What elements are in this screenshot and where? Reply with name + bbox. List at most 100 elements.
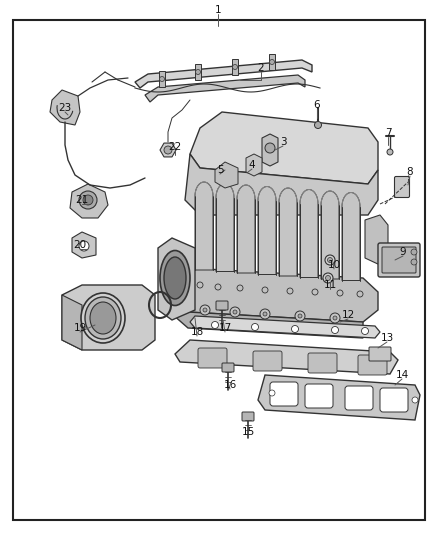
Circle shape bbox=[215, 284, 221, 290]
Text: 4: 4 bbox=[249, 160, 255, 170]
Text: 17: 17 bbox=[219, 323, 232, 333]
Circle shape bbox=[79, 241, 89, 251]
Text: 15: 15 bbox=[241, 427, 254, 437]
Circle shape bbox=[200, 305, 210, 315]
Text: 9: 9 bbox=[400, 247, 406, 257]
FancyBboxPatch shape bbox=[358, 355, 387, 375]
Bar bbox=[159, 71, 165, 87]
Circle shape bbox=[265, 143, 275, 153]
FancyBboxPatch shape bbox=[378, 243, 420, 277]
Circle shape bbox=[269, 390, 275, 396]
Circle shape bbox=[387, 149, 393, 155]
Circle shape bbox=[230, 307, 240, 317]
Polygon shape bbox=[145, 75, 305, 102]
Circle shape bbox=[287, 288, 293, 294]
FancyBboxPatch shape bbox=[242, 412, 254, 421]
FancyBboxPatch shape bbox=[305, 384, 333, 408]
Text: 14: 14 bbox=[396, 370, 409, 380]
Text: 10: 10 bbox=[328, 260, 341, 270]
Text: 21: 21 bbox=[75, 195, 88, 205]
Polygon shape bbox=[237, 185, 255, 273]
Circle shape bbox=[332, 327, 339, 334]
Bar bbox=[232, 59, 238, 75]
Polygon shape bbox=[190, 112, 378, 184]
Text: 6: 6 bbox=[314, 100, 320, 110]
Text: 1: 1 bbox=[215, 5, 221, 15]
Circle shape bbox=[333, 316, 337, 320]
Text: 7: 7 bbox=[385, 128, 391, 138]
Text: 18: 18 bbox=[191, 327, 204, 337]
Circle shape bbox=[411, 249, 417, 255]
Ellipse shape bbox=[79, 191, 97, 209]
Polygon shape bbox=[262, 134, 278, 166]
Polygon shape bbox=[216, 183, 234, 271]
Circle shape bbox=[411, 259, 417, 265]
Circle shape bbox=[251, 324, 258, 330]
Text: 11: 11 bbox=[323, 280, 337, 290]
Polygon shape bbox=[70, 184, 108, 218]
Polygon shape bbox=[158, 238, 195, 320]
Text: 23: 23 bbox=[58, 103, 72, 113]
Ellipse shape bbox=[85, 297, 121, 339]
Circle shape bbox=[323, 273, 333, 283]
Circle shape bbox=[262, 287, 268, 293]
Circle shape bbox=[197, 282, 203, 288]
Circle shape bbox=[295, 311, 305, 321]
Polygon shape bbox=[50, 90, 80, 125]
Polygon shape bbox=[135, 60, 312, 88]
Polygon shape bbox=[365, 215, 388, 265]
Circle shape bbox=[292, 326, 299, 333]
Circle shape bbox=[337, 290, 343, 296]
Ellipse shape bbox=[83, 195, 93, 205]
Polygon shape bbox=[172, 298, 363, 338]
Circle shape bbox=[412, 397, 418, 403]
Text: 22: 22 bbox=[168, 142, 182, 152]
Circle shape bbox=[195, 69, 201, 75]
FancyBboxPatch shape bbox=[308, 353, 337, 373]
Ellipse shape bbox=[164, 257, 186, 299]
Polygon shape bbox=[62, 285, 155, 350]
Polygon shape bbox=[300, 190, 318, 278]
Polygon shape bbox=[172, 268, 378, 322]
Circle shape bbox=[328, 257, 332, 262]
Circle shape bbox=[203, 308, 207, 312]
Bar bbox=[195, 64, 201, 80]
Circle shape bbox=[325, 276, 331, 280]
Circle shape bbox=[233, 64, 237, 69]
Circle shape bbox=[237, 285, 243, 291]
FancyBboxPatch shape bbox=[395, 176, 410, 198]
FancyBboxPatch shape bbox=[369, 347, 391, 361]
FancyBboxPatch shape bbox=[253, 351, 282, 371]
Ellipse shape bbox=[160, 251, 190, 305]
Text: 3: 3 bbox=[280, 137, 286, 147]
Bar bbox=[269, 54, 275, 70]
FancyBboxPatch shape bbox=[382, 247, 416, 273]
Circle shape bbox=[164, 146, 172, 154]
Text: 20: 20 bbox=[74, 240, 87, 250]
Polygon shape bbox=[195, 182, 213, 270]
Ellipse shape bbox=[90, 302, 116, 334]
Circle shape bbox=[361, 327, 368, 335]
Text: 12: 12 bbox=[341, 310, 355, 320]
FancyBboxPatch shape bbox=[270, 382, 298, 406]
Ellipse shape bbox=[81, 293, 125, 343]
Text: 19: 19 bbox=[74, 323, 87, 333]
Circle shape bbox=[263, 312, 267, 316]
FancyBboxPatch shape bbox=[345, 386, 373, 410]
Circle shape bbox=[260, 309, 270, 319]
Text: 5: 5 bbox=[217, 165, 223, 175]
Circle shape bbox=[357, 291, 363, 297]
Polygon shape bbox=[175, 340, 398, 374]
Circle shape bbox=[159, 77, 165, 82]
Polygon shape bbox=[215, 162, 238, 188]
Circle shape bbox=[314, 122, 321, 128]
Circle shape bbox=[325, 255, 335, 265]
Polygon shape bbox=[185, 154, 378, 215]
Text: 8: 8 bbox=[407, 167, 413, 177]
Circle shape bbox=[298, 314, 302, 318]
Polygon shape bbox=[342, 192, 360, 280]
FancyBboxPatch shape bbox=[216, 301, 228, 310]
Text: 13: 13 bbox=[380, 333, 394, 343]
Circle shape bbox=[330, 313, 340, 323]
FancyBboxPatch shape bbox=[222, 363, 234, 372]
